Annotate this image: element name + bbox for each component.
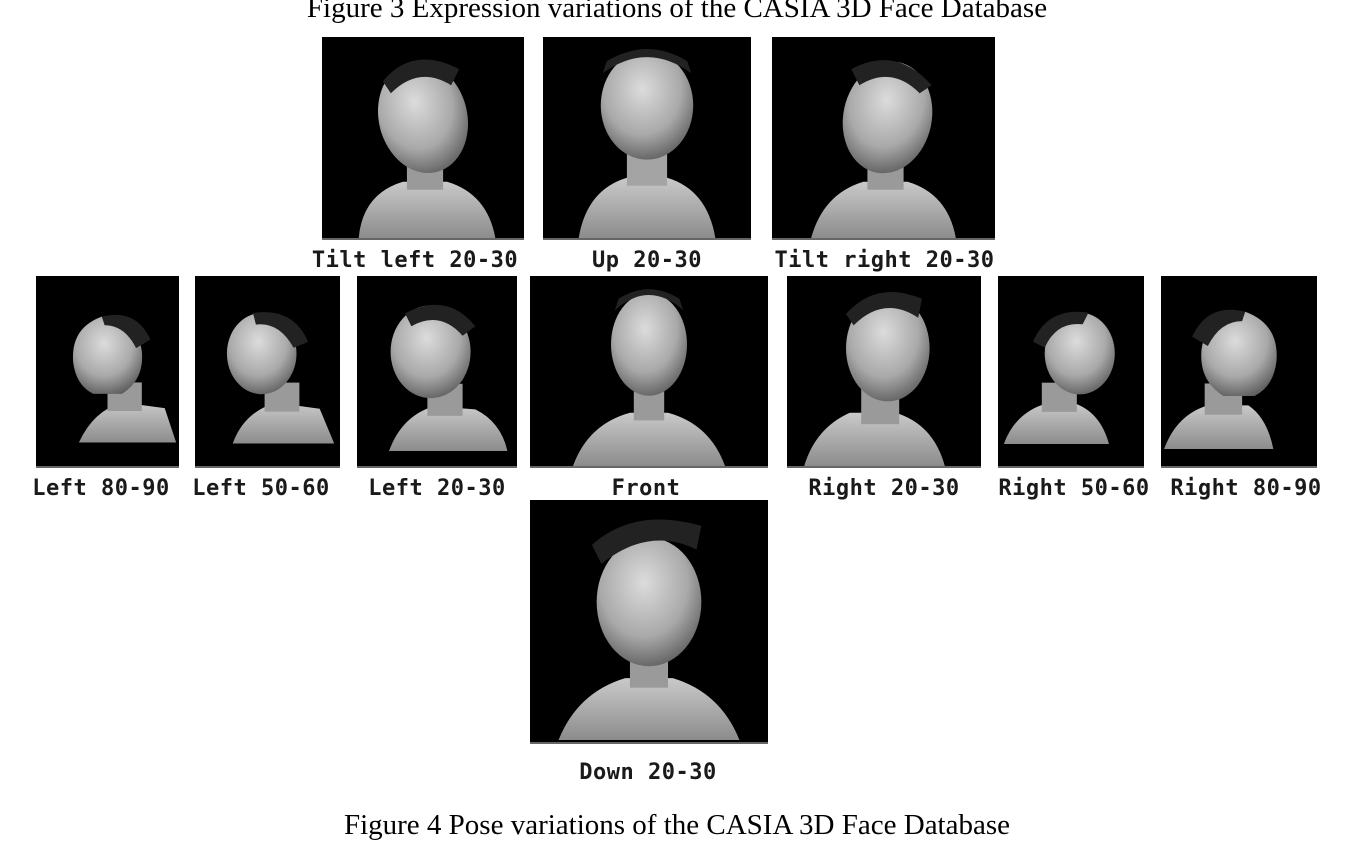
- label-right-50-60: Right 50-60: [998, 476, 1150, 501]
- label-right-20-30: Right 20-30: [808, 476, 960, 501]
- label-left-20-30: Left 20-30: [368, 476, 506, 501]
- face-left-20-30-icon: [389, 304, 508, 451]
- face-image-right-20-30: [787, 276, 981, 468]
- face-image-front: [530, 276, 768, 468]
- label-down: Down 20-30: [579, 760, 717, 785]
- face-tilt-left-icon: [358, 59, 496, 238]
- face-left-80-90-icon: [72, 314, 177, 443]
- face-image-tilt-right: [772, 37, 995, 240]
- face-down-icon: [558, 519, 740, 740]
- label-tilt-left: Tilt left 20-30: [311, 248, 519, 273]
- label-up: Up 20-30: [592, 248, 702, 273]
- face-image-left-20-30: [357, 276, 517, 468]
- label-left-80-90: Left 80-90: [32, 476, 170, 501]
- face-image-left-80-90: [36, 276, 179, 468]
- face-image-down: [530, 500, 768, 744]
- label-tilt-right: Tilt right 20-30: [774, 248, 995, 273]
- face-image-up: [543, 37, 751, 240]
- label-right-80-90: Right 80-90: [1170, 476, 1322, 501]
- face-up-icon: [578, 49, 716, 238]
- face-tilt-right-icon: [811, 60, 956, 238]
- face-image-right-50-60: [998, 276, 1144, 468]
- face-image-left-50-60: [195, 276, 340, 468]
- face-left-50-60-icon: [226, 312, 335, 444]
- figure-3-caption: Figure 3 Expression variations of the CA…: [306, 0, 1048, 24]
- face-right-20-30-icon: [804, 292, 945, 466]
- label-front: Front: [611, 476, 681, 501]
- face-right-80-90-icon: [1164, 309, 1277, 449]
- label-left-50-60: Left 50-60: [192, 476, 330, 501]
- face-right-50-60-icon: [1003, 311, 1115, 444]
- face-image-tilt-left: [322, 37, 524, 240]
- face-image-right-80-90: [1161, 276, 1317, 468]
- figure-4-caption: Figure 4 Pose variations of the CASIA 3D…: [343, 809, 1011, 841]
- face-front-icon: [573, 289, 725, 466]
